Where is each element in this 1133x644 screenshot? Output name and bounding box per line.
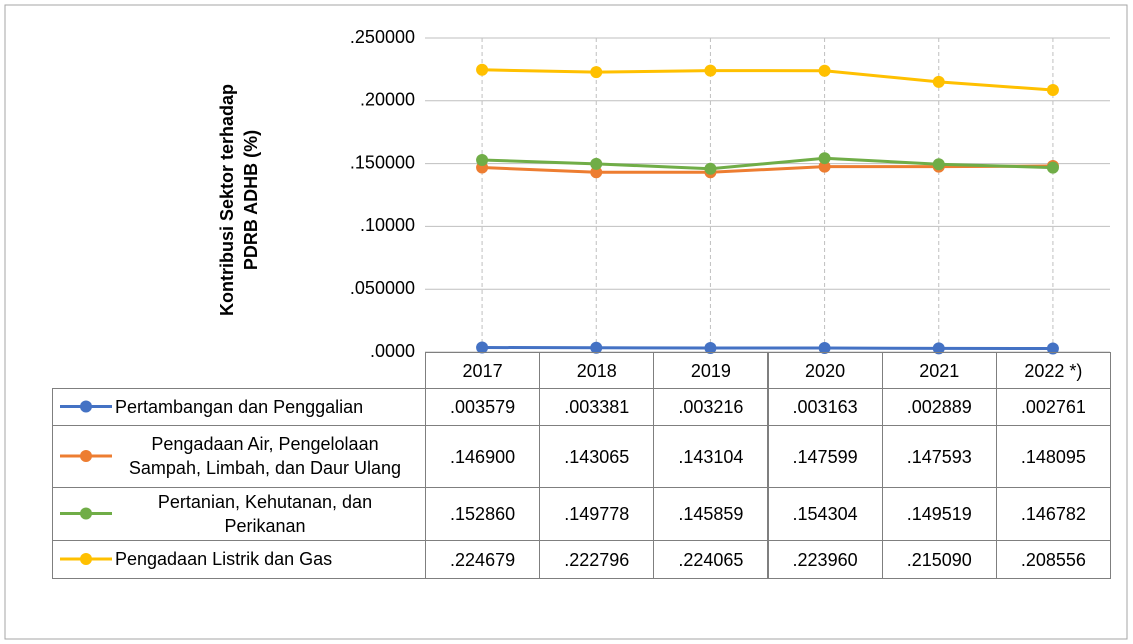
point (476, 154, 489, 167)
legend-label: Pengadaan Air, Pengelolaan Sampah, Limba… (128, 434, 402, 478)
series-line (482, 346, 1053, 351)
series-line (482, 68, 1054, 92)
point (590, 341, 603, 354)
data-cell: .143104 (653, 425, 769, 488)
point (818, 342, 831, 355)
y-tick-label: .10000 (360, 215, 415, 235)
data-cell: .224679 (425, 540, 541, 579)
x-tick-label: 2017 (425, 352, 541, 389)
y-tick-label: .150000 (350, 152, 415, 172)
data-cell: .003381 (539, 388, 655, 426)
x-tick-label: 2022 *) (995, 352, 1111, 389)
point (704, 162, 717, 175)
data-cell: .224065 (653, 540, 769, 579)
point (932, 75, 945, 88)
data-cell: .146900 (425, 425, 541, 488)
data-cell: .147593 (881, 425, 997, 488)
data-cell: .149519 (881, 487, 997, 541)
point (704, 64, 717, 77)
point (590, 157, 603, 170)
y-tick-label: .050000 (350, 278, 415, 298)
x-tick-label: 2019 (653, 352, 769, 389)
point (932, 342, 945, 355)
legend-label: Pertambangan dan Penggalian (115, 396, 364, 417)
y-axis-label: Kontribusi Sektor terhadap (217, 84, 237, 316)
point (704, 341, 717, 354)
legend-marker (80, 450, 92, 462)
data-cell: .145859 (653, 487, 769, 541)
data-cell: .003163 (767, 388, 883, 426)
frame (4, 4, 1128, 640)
data-cell: .223960 (767, 540, 883, 579)
point (476, 63, 489, 76)
data-cell: .215090 (881, 540, 997, 579)
series-line (482, 164, 1053, 174)
data-cell: .154304 (767, 487, 883, 541)
point (590, 166, 603, 179)
x-tick-label: 2021 (881, 352, 997, 389)
legend-label: Pengadaan Listrik dan Gas (115, 549, 333, 569)
data-cell: .148095 (995, 425, 1111, 488)
data-cell: .152860 (425, 487, 541, 541)
x-tick-label: 2020 (767, 352, 883, 389)
point (1046, 342, 1059, 355)
x-tick-label: 2018 (539, 352, 655, 389)
data-cell: .003579 (425, 388, 541, 426)
series-line (482, 156, 1053, 171)
point (590, 66, 603, 79)
data-cell: .208556 (995, 540, 1111, 579)
data-cell: .147599 (767, 425, 883, 488)
legend-marker (80, 553, 92, 565)
data-cell: .002761 (995, 388, 1111, 426)
legend-marker (80, 507, 92, 520)
point (818, 64, 831, 77)
data-cell: .146782 (995, 487, 1111, 541)
point (818, 160, 831, 173)
legend-marker (80, 400, 92, 413)
legend-label: Pertanian, Kehutanan, dan Perikanan (157, 491, 373, 536)
data-cell: .149778 (539, 487, 655, 541)
y-tick-label: .0000 (370, 341, 415, 361)
point (1046, 84, 1059, 97)
data-cell: .002889 (881, 388, 997, 426)
point (476, 341, 489, 354)
data-cell: .143065 (539, 425, 655, 488)
y-axis-label: PDRB ADHB (%) (241, 130, 261, 270)
y-tick-label: .250000 (350, 27, 415, 47)
point (932, 158, 945, 171)
point (818, 152, 831, 165)
point (1046, 161, 1059, 174)
data-cell: .222796 (539, 540, 655, 579)
data-cell: .003216 (653, 388, 769, 426)
y-tick-label: .20000 (360, 90, 415, 110)
